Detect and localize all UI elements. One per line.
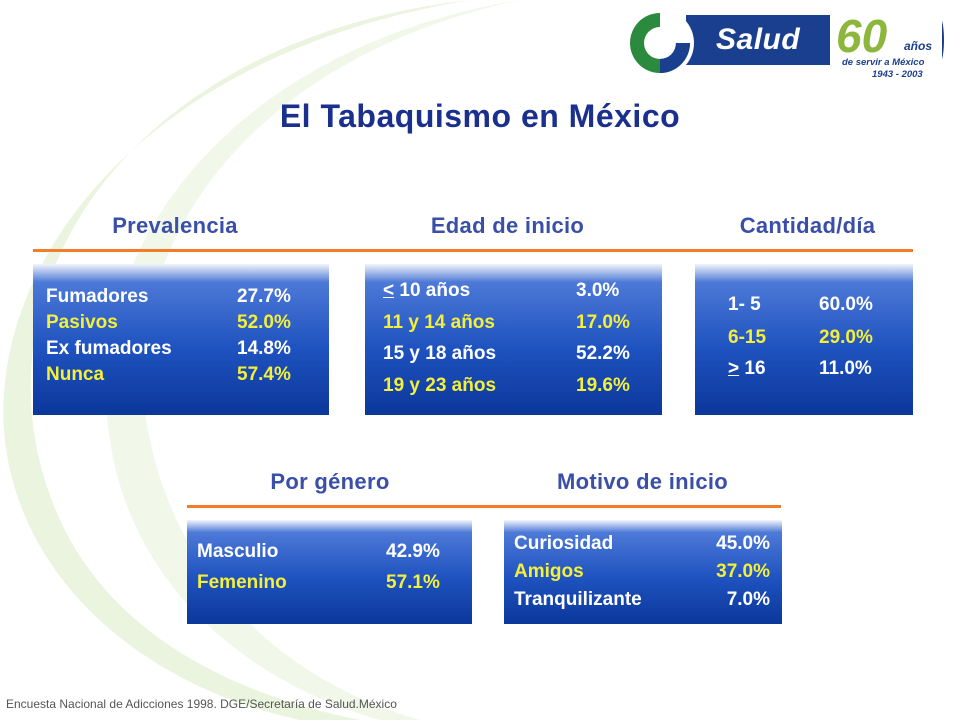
genero-value: 42.9% [386,541,440,562]
cantidad-value: 11.0% [819,358,872,379]
genero-row: Femenino 57.1% [187,571,472,595]
cantidad-label: > 16 [728,357,766,381]
edad-label: 11 y 14 años [383,312,495,333]
logo-brand: Salud [716,23,801,56]
edad-label: < 10 años [383,279,470,303]
top-divider-rule [33,249,913,252]
logo-years: 1943 - 2003 [872,69,923,80]
motivo-value: 37.0% [716,561,770,582]
genero-value: 57.1% [386,572,440,593]
motivo-value: 45.0% [716,533,770,554]
edad-value: 17.0% [576,312,630,333]
edad-label: 15 y 18 años [383,343,497,364]
motivo-box: Curiosidad 45.0% Amigos 37.0% Tranquiliz… [504,520,782,624]
cantidad-row: 6-15 29.0% [695,326,913,350]
edad-value: 3.0% [576,280,620,301]
genero-row: Masculio 42.9% [187,540,472,564]
prevalencia-value: 27.7% [237,286,291,307]
edad-box: < 10 años 3.0% 11 y 14 años 17.0% 15 y 1… [365,264,662,415]
edad-row: 15 y 18 años 52.2% [365,342,662,366]
prevalencia-label: Fumadores [46,286,149,307]
cantidad-label: 6-15 [728,327,767,348]
cantidad-box: 1- 5 60.0% 6-15 29.0% > 16 11.0% [695,264,913,415]
motivo-label: Tranquilizante [514,589,642,610]
greater-than-mark: > [728,358,740,379]
genero-box: Masculio 42.9% Femenino 57.1% [187,520,472,624]
motivo-row: Amigos 37.0% [504,560,782,584]
cantidad-value: 29.0% [819,327,873,348]
edad-row: 11 y 14 años 17.0% [365,311,662,335]
prevalencia-label: Nunca [46,364,105,385]
prevalencia-value: 57.4% [237,364,291,385]
edad-heading: Edad de inicio [430,213,585,238]
logo-emblem [626,9,944,77]
logo-anniversary-unit: años [904,39,933,53]
prevalencia-label: Ex fumadores [46,338,172,359]
motivo-heading: Motivo de inicio [556,469,729,494]
prevalencia-row: Ex fumadores 14.8% [33,337,329,361]
cantidad-label-text: 16 [739,358,766,379]
edad-value: 52.2% [576,343,630,364]
prevalencia-label: Pasivos [46,312,118,333]
page-title: El Tabaquismo en México [279,98,681,134]
genero-heading: Por género [270,469,390,494]
genero-label: Femenino [197,572,287,593]
edad-label: 19 y 23 años [383,375,497,396]
source-footnote: Encuesta Nacional de Adicciones 1998. DG… [6,697,397,711]
prevalencia-value: 52.0% [237,312,291,333]
motivo-label: Amigos [514,561,584,582]
cantidad-row: > 16 11.0% [695,357,913,381]
edad-row: 19 y 23 años 19.6% [365,374,662,398]
motivo-value: 7.0% [726,589,770,610]
cantidad-row: 1- 5 60.0% [695,293,913,317]
prevalencia-value: 14.8% [237,338,291,359]
motivo-label: Curiosidad [514,533,614,554]
genero-label: Masculio [197,541,279,562]
bottom-divider-rule [187,505,781,508]
salud-logo: Salud 60 años de servir a México 1943 - … [620,5,950,85]
prevalencia-row: Nunca 57.4% [33,363,329,387]
logo-tagline: de servir a México [842,57,925,68]
edad-row: < 10 años 3.0% [365,279,662,303]
prevalencia-heading: Prevalencia [112,213,238,238]
prevalencia-row: Fumadores 27.7% [33,285,329,309]
prevalencia-box: Fumadores 27.7% Pasivos 52.0% Ex fumador… [33,264,329,415]
edad-value: 19.6% [576,375,630,396]
edad-label-text: 10 años [394,280,471,301]
motivo-row: Curiosidad 45.0% [504,532,782,556]
cantidad-heading: Cantidad/día [739,213,876,238]
less-than-mark: < [383,280,395,301]
motivo-row: Tranquilizante 7.0% [504,588,782,612]
cantidad-label: 1- 5 [728,294,761,315]
logo-anniversary-number: 60 [836,10,888,62]
cantidad-value: 60.0% [819,294,873,315]
prevalencia-row: Pasivos 52.0% [33,311,329,335]
